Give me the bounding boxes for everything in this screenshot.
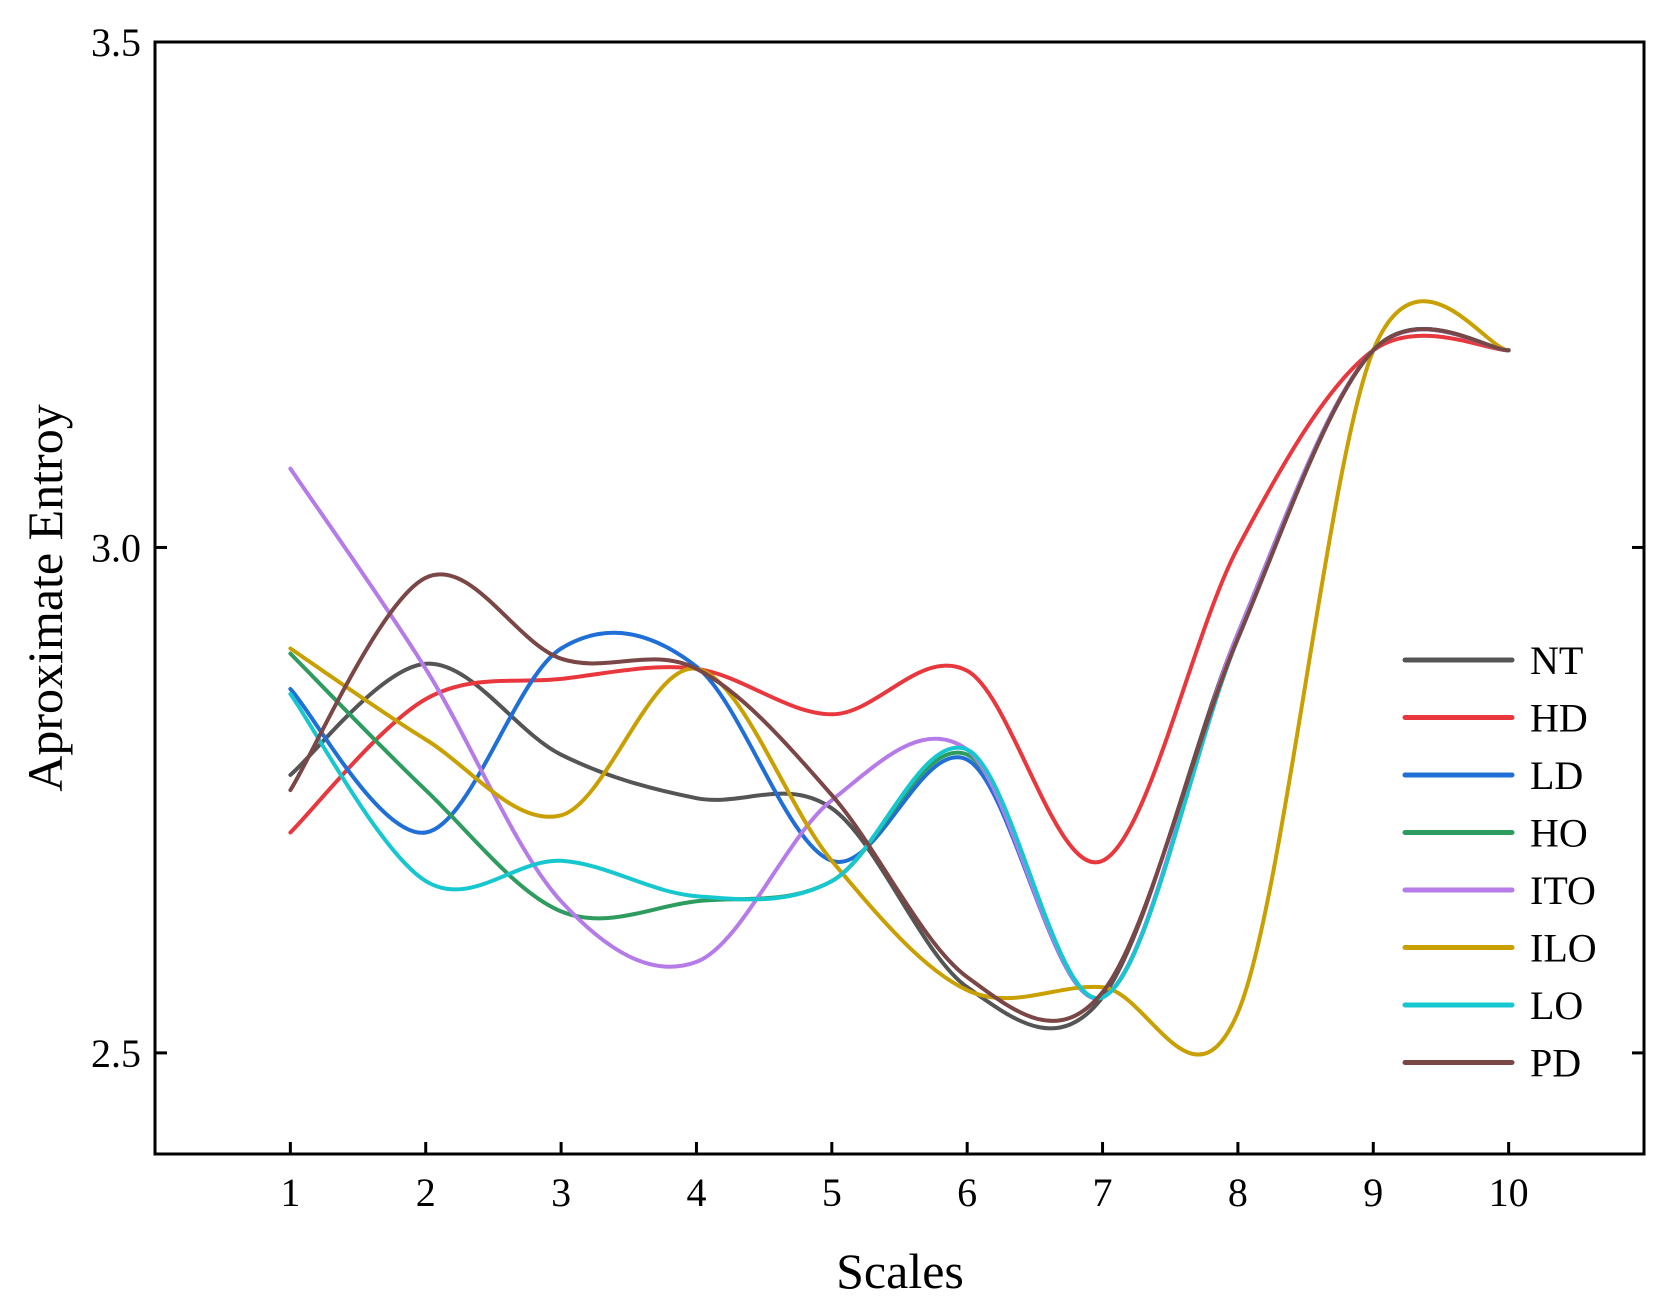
x-tick-label: 6 xyxy=(957,1170,977,1215)
legend-label-ilo: ILO xyxy=(1530,926,1597,971)
y-tick-label: 3.5 xyxy=(91,20,141,65)
series-line-hd xyxy=(288,333,1511,865)
x-tick-label: 10 xyxy=(1489,1170,1529,1215)
legend-label-ld: LD xyxy=(1530,753,1583,798)
legend-label-ito: ITO xyxy=(1530,868,1596,913)
series-lines xyxy=(288,299,1511,1057)
series-line-nt xyxy=(288,327,1511,1031)
legend-label-nt: NT xyxy=(1530,638,1583,683)
x-tick-label: 8 xyxy=(1228,1170,1248,1215)
x-tick-label: 4 xyxy=(686,1170,706,1215)
axis-ticks: 1 2 3 4 5 6 7 8 9 10 2.5 3.0 3.5 xyxy=(91,20,1644,1215)
x-tick-label: 1 xyxy=(280,1170,300,1215)
plot-frame xyxy=(153,40,1646,1156)
y-tick-label: 2.5 xyxy=(91,1031,141,1076)
x-tick-label: 3 xyxy=(551,1170,571,1215)
series-line-ilo xyxy=(288,299,1511,1057)
x-axis-label: Scales xyxy=(836,1243,964,1299)
y-axis-label: Aproximate Entroy xyxy=(17,404,73,791)
legend-label-hd: HD xyxy=(1530,696,1588,741)
legend-label-pd: PD xyxy=(1530,1041,1581,1086)
series-line-pd xyxy=(288,327,1511,1023)
x-tick-label: 2 xyxy=(416,1170,436,1215)
legend-label-ho: HO xyxy=(1530,811,1588,856)
x-tick-label: 5 xyxy=(822,1170,842,1215)
legend-label-lo: LO xyxy=(1530,983,1583,1028)
y-tick-label: 3.0 xyxy=(91,525,141,570)
legend: NT HD LD HO ITO ILO LO PD xyxy=(1402,638,1597,1086)
x-tick-label: 7 xyxy=(1093,1170,1113,1215)
x-tick-label: 9 xyxy=(1363,1170,1383,1215)
